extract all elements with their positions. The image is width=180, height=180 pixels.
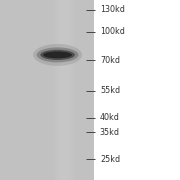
Ellipse shape (33, 44, 82, 66)
Text: 130kd: 130kd (100, 5, 125, 14)
Ellipse shape (43, 51, 72, 58)
Text: 25kd: 25kd (100, 155, 120, 164)
Text: 100kd: 100kd (100, 27, 125, 36)
Text: 35kd: 35kd (100, 128, 120, 137)
Text: 40kd: 40kd (100, 113, 120, 122)
Ellipse shape (40, 50, 75, 60)
Text: 70kd: 70kd (100, 56, 120, 65)
FancyBboxPatch shape (94, 0, 180, 180)
Text: 55kd: 55kd (100, 86, 120, 95)
Ellipse shape (37, 47, 78, 62)
